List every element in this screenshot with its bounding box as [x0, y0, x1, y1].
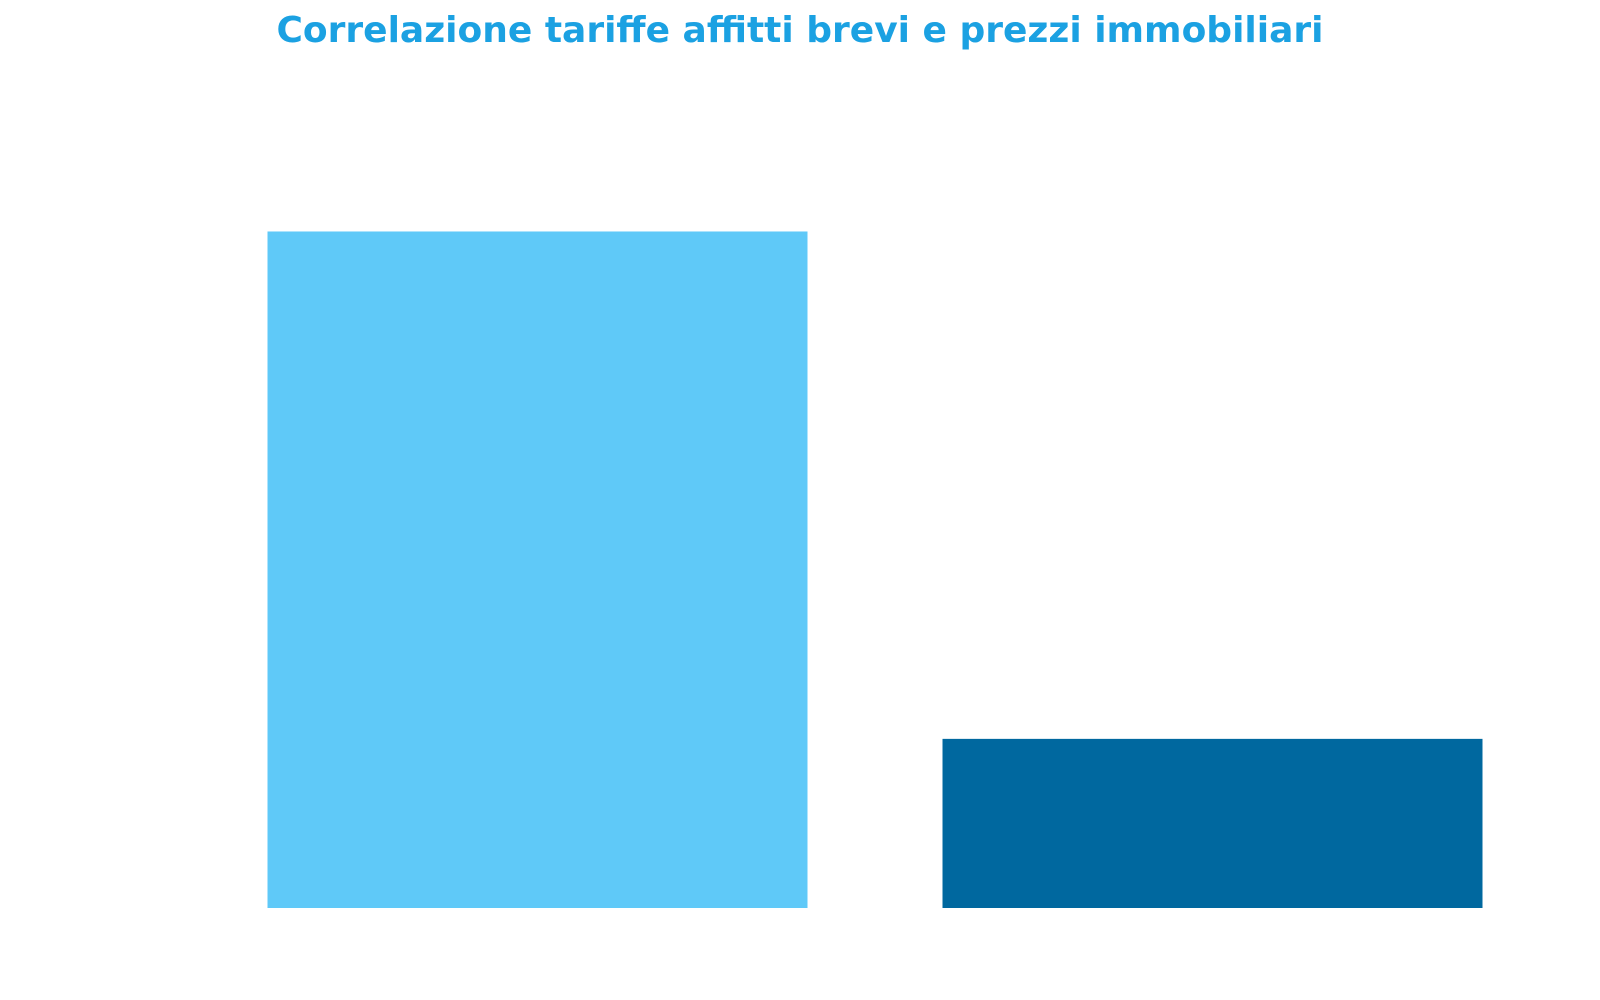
- chart-title: Correlazione tariffe affitti brevi e pre…: [276, 10, 1324, 51]
- bar-2: [942, 738, 1483, 908]
- bar-1: [267, 231, 808, 908]
